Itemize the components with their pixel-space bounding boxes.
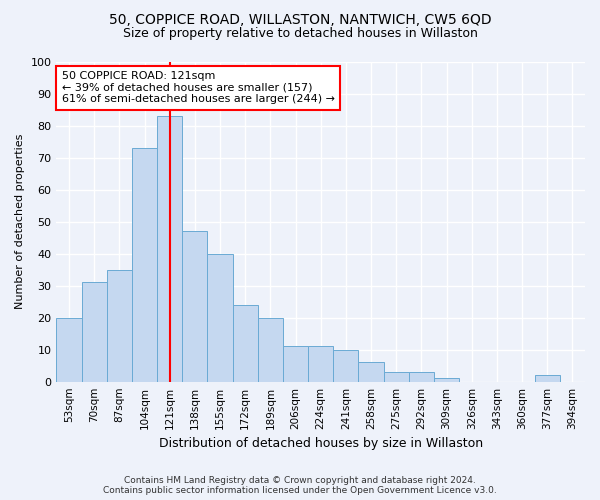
Bar bbox=[107, 270, 132, 382]
Bar bbox=[434, 378, 459, 382]
Text: 50, COPPICE ROAD, WILLASTON, NANTWICH, CW5 6QD: 50, COPPICE ROAD, WILLASTON, NANTWICH, C… bbox=[109, 12, 491, 26]
Text: Size of property relative to detached houses in Willaston: Size of property relative to detached ho… bbox=[122, 28, 478, 40]
Bar bbox=[333, 350, 358, 382]
Bar bbox=[157, 116, 182, 382]
Bar bbox=[258, 318, 283, 382]
Bar bbox=[132, 148, 157, 382]
Bar bbox=[182, 231, 208, 382]
Bar bbox=[409, 372, 434, 382]
Bar bbox=[358, 362, 383, 382]
Text: 50 COPPICE ROAD: 121sqm
← 39% of detached houses are smaller (157)
61% of semi-d: 50 COPPICE ROAD: 121sqm ← 39% of detache… bbox=[62, 71, 335, 104]
Bar bbox=[82, 282, 107, 382]
Bar bbox=[383, 372, 409, 382]
Bar bbox=[56, 318, 82, 382]
Bar bbox=[535, 376, 560, 382]
Bar bbox=[308, 346, 333, 382]
Bar bbox=[233, 305, 258, 382]
Text: Contains HM Land Registry data © Crown copyright and database right 2024.
Contai: Contains HM Land Registry data © Crown c… bbox=[103, 476, 497, 495]
X-axis label: Distribution of detached houses by size in Willaston: Distribution of detached houses by size … bbox=[158, 437, 483, 450]
Y-axis label: Number of detached properties: Number of detached properties bbox=[15, 134, 25, 310]
Bar bbox=[283, 346, 308, 382]
Bar bbox=[208, 254, 233, 382]
